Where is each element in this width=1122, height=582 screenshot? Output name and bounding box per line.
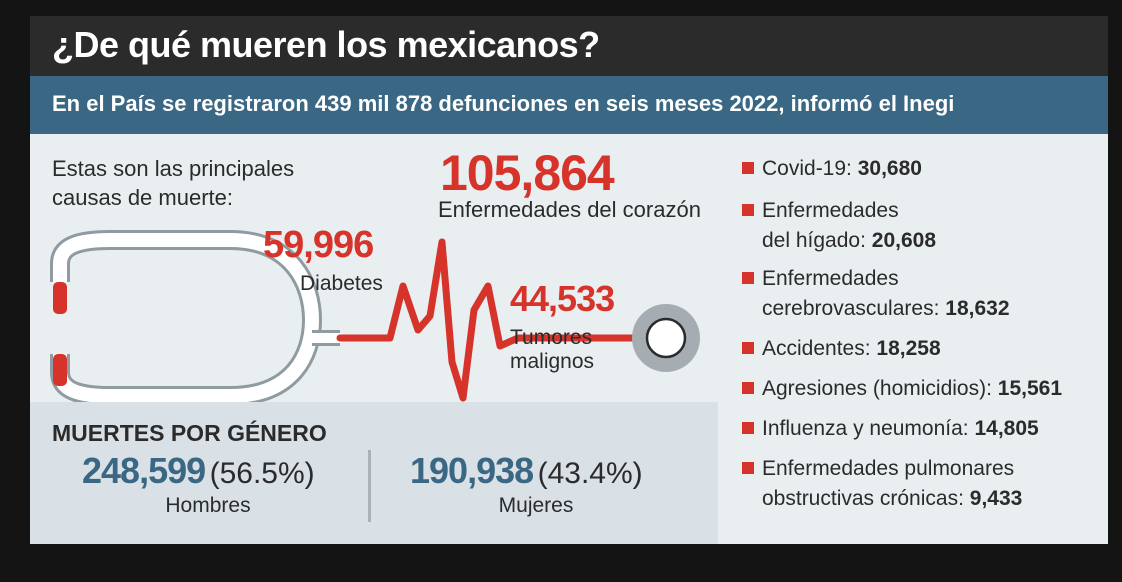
page-title: ¿De qué mueren los mexicanos? — [52, 24, 600, 65]
diabetes-value: 59,996 — [263, 224, 374, 266]
list-item: Accidentes: 18,258 — [742, 334, 1102, 364]
cause-name-line-1: Enfermedades pulmonares — [762, 457, 1015, 480]
intro-line-2: causas de muerte: — [52, 185, 233, 210]
heart-disease-value: 105,864 — [440, 145, 615, 201]
cause-name-line-1: Enfermedades — [762, 267, 899, 290]
earpiece-bottom — [53, 354, 67, 386]
bullet-square-icon — [742, 422, 754, 434]
women-figure: 190,938 (43.4%) — [410, 450, 643, 492]
cause-name: Agresiones (homicidios): — [762, 377, 992, 400]
men-label: Hombres — [165, 494, 251, 517]
cause-value: 18,632 — [945, 297, 1010, 320]
women-value: 190,938 — [410, 450, 534, 491]
bullet-square-icon — [742, 342, 754, 354]
cause-name: Covid-19: — [762, 157, 852, 180]
bullet-square-icon — [742, 382, 754, 394]
infographic-card: ¿De qué mueren los mexicanos? En el País… — [30, 16, 1108, 544]
cause-name-line-2: cerebrovasculares: — [762, 297, 940, 320]
gender-title: MUERTES POR GÉNERO — [52, 420, 327, 446]
cause-value: 14,805 — [974, 417, 1039, 440]
men-percent: (56.5%) — [209, 457, 315, 490]
women-percent: (43.4%) — [537, 457, 643, 490]
bullet-square-icon — [742, 204, 754, 216]
cause-name: Accidentes: — [762, 337, 871, 360]
gender-panel: MUERTES POR GÉNERO 248,599 (56.5%) Hombr… — [30, 402, 718, 544]
heart-disease-label: Enfermedades del corazón — [438, 197, 701, 222]
earpiece-top — [53, 282, 67, 314]
page-subtitle: En el País se registraron 439 mil 878 de… — [52, 91, 955, 116]
list-item: Agresiones (homicidios): 15,561 — [742, 374, 1102, 404]
tumors-value: 44,533 — [510, 278, 615, 319]
intro-text: Estas son las principales causas de muer… — [52, 154, 352, 212]
cause-value: 18,258 — [876, 337, 941, 360]
intro-line-1: Estas son las principales — [52, 156, 295, 181]
subtitle-bar: En el País se registraron 439 mil 878 de… — [30, 76, 1108, 134]
cause-name: Influenza y neumonía: — [762, 417, 969, 440]
gender-divider — [368, 450, 371, 522]
men-figure: 248,599 (56.5%) — [82, 450, 315, 492]
men-value: 248,599 — [82, 450, 206, 491]
diabetes-label: Diabetes — [300, 272, 383, 295]
cause-name-line-1: Enfermedades — [762, 199, 899, 222]
list-item: Enfermedades cerebrovasculares: 18,632 — [742, 264, 1102, 324]
list-item: Covid-19: 30,680 — [742, 154, 1102, 184]
cause-value: 15,561 — [997, 377, 1063, 400]
bullet-square-icon — [742, 162, 754, 174]
bullet-square-icon — [742, 462, 754, 474]
cause-value: 9,433 — [969, 487, 1023, 510]
women-label: Mujeres — [498, 494, 574, 517]
stethoscope-heartbeat-illustration — [50, 230, 700, 402]
cause-name-line-2: del hígado: — [762, 229, 866, 252]
list-item: Enfermedades del hígado: 20,608 — [742, 196, 1102, 256]
list-item: Enfermedades pulmonares obstructivas cró… — [742, 454, 1102, 514]
tumors-label: Tumores malignos — [510, 326, 595, 373]
stethoscope-tube — [53, 233, 320, 402]
chest-piece-inner — [645, 317, 687, 359]
list-item: Influenza y neumonía: 14,805 — [742, 414, 1102, 444]
bullet-square-icon — [742, 272, 754, 284]
cause-value: 20,608 — [871, 229, 937, 252]
heartbeat-line — [336, 238, 646, 402]
cause-value: 30,680 — [857, 157, 922, 180]
cause-name-line-2: obstructivas crónicas: — [762, 487, 964, 510]
title-bar: ¿De qué mueren los mexicanos? — [30, 16, 1108, 76]
